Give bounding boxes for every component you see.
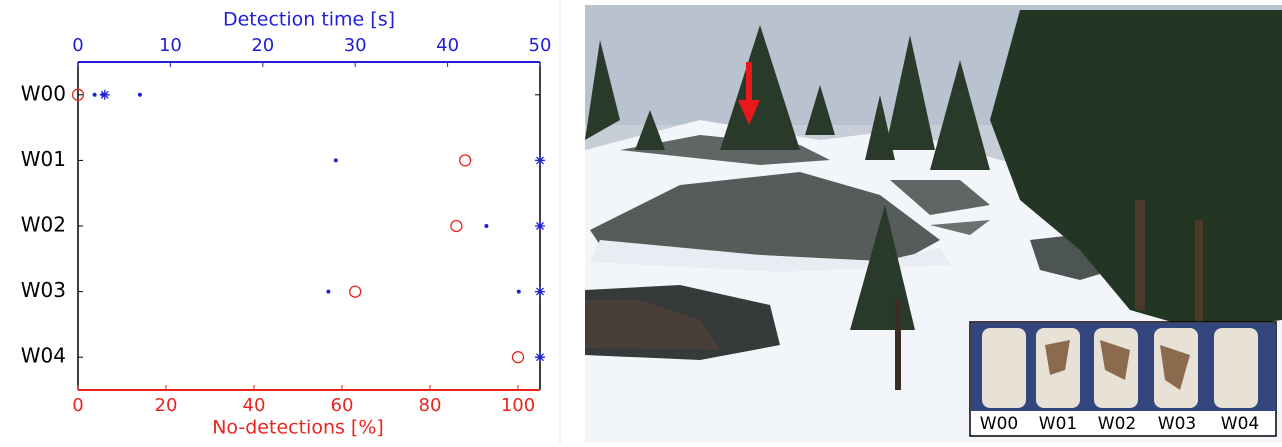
top-tick-label: 30 <box>344 35 367 56</box>
bottom-tick-label: 40 <box>243 395 266 416</box>
detection-dot <box>326 290 330 294</box>
inset-label: W00 <box>980 414 1018 434</box>
detection-dot <box>138 93 142 97</box>
bottom-tick-label: 20 <box>155 395 178 416</box>
top-tick-label: 0 <box>72 35 83 56</box>
y-tick-label: W00 <box>21 81 66 105</box>
inset-label: W01 <box>1039 414 1077 434</box>
y-tick-label: W02 <box>21 213 66 237</box>
photo <box>585 5 1282 443</box>
detection-dot <box>517 290 521 294</box>
top-tick-label: 40 <box>436 35 459 56</box>
top-tick-label: 20 <box>251 35 274 56</box>
inset-label: W02 <box>1098 414 1136 434</box>
bottom-tick-label: 100 <box>501 395 535 416</box>
detection-star <box>535 155 545 165</box>
detection-star <box>100 90 110 100</box>
figure: W00 W01 W02 W03 W04 Detection time [s] No-de… <box>0 0 1282 443</box>
bottom-axis-title: No-detections [%] <box>212 417 384 439</box>
bottom-tick-label: 80 <box>419 395 442 416</box>
detection-dot <box>484 224 488 228</box>
bottom-tick-label: 0 <box>72 395 83 416</box>
top-tick-label: 50 <box>529 35 552 56</box>
detection-star <box>535 221 545 231</box>
detection-star <box>535 287 545 297</box>
y-tick-label: W01 <box>21 147 66 171</box>
top-tick-label: 10 <box>159 35 182 56</box>
detection-star <box>535 352 545 362</box>
detection-dot <box>93 93 97 97</box>
y-tick-label: W03 <box>21 278 66 302</box>
top-axis-title: Detection time [s] <box>223 9 395 31</box>
inset-label: W04 <box>1221 414 1259 434</box>
bottom-tick-label: 60 <box>331 395 354 416</box>
y-tick-label: W04 <box>21 344 66 368</box>
inset-label: W03 <box>1158 414 1196 434</box>
detection-dot <box>334 158 338 162</box>
